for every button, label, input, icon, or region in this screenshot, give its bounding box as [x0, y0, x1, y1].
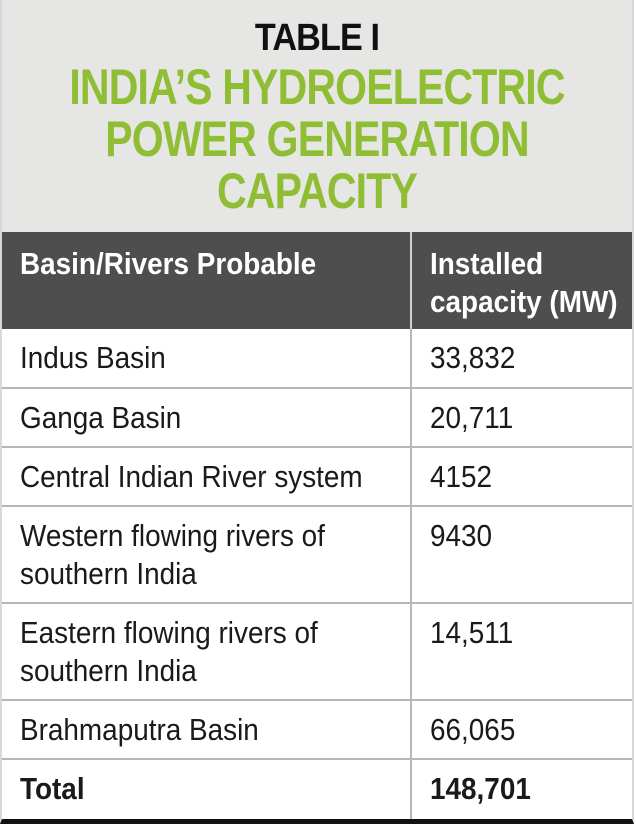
basin-cell-text: Central Indian River system — [20, 459, 363, 494]
capacity-cell-text: 33,832 — [430, 340, 516, 375]
table-row: Eastern flowing rivers of southern India… — [2, 603, 632, 701]
basin-cell: Eastern flowing rivers of southern India — [2, 603, 411, 701]
basin-cell-text: southern India — [20, 556, 197, 591]
capacity-column-header: Installed capacity (MW) — [410, 232, 632, 329]
table-number: TABLE I — [254, 17, 380, 59]
table-row: Ganga Basin 20,711 — [2, 388, 632, 448]
capacity-table: Basin/Rivers Probable Installed capacity… — [2, 232, 632, 819]
basin-cell-text: Indus Basin — [20, 340, 166, 375]
capacity-cell: 20,711 — [410, 388, 632, 448]
table-row: Western flowing rivers of southern India… — [2, 506, 632, 604]
capacity-cell: 14,511 — [410, 603, 632, 701]
capacity-cell: 66,065 — [410, 700, 632, 760]
basin-cell-text: Western flowing rivers of — [20, 518, 325, 553]
basin-cell: Brahmaputra Basin — [2, 700, 411, 760]
basin-cell: Indus Basin — [2, 329, 411, 389]
basin-cell-text: southern India — [20, 653, 197, 688]
table-title-line: CAPACITY — [217, 163, 418, 219]
table-row: Central Indian River system 4152 — [2, 447, 632, 507]
total-row: Total 148,701 — [2, 759, 632, 819]
basin-cell-text: Eastern flowing rivers of — [20, 615, 318, 650]
basin-header-label: Basin/Rivers Probable — [20, 246, 317, 281]
capacity-header-line: Installed — [430, 246, 544, 281]
basin-cell: Central Indian River system — [2, 447, 411, 507]
total-label: Total — [20, 771, 85, 806]
capacity-cell-text: 14,511 — [430, 615, 514, 650]
table-title-line: INDIA’S HYDROELECTRIC — [69, 59, 565, 115]
capacity-cell: 9430 — [410, 506, 632, 604]
basin-cell-text: Ganga Basin — [20, 400, 182, 435]
table-row: Indus Basin 33,832 — [2, 329, 632, 389]
capacity-cell-text: 4152 — [430, 459, 493, 494]
total-label-cell: Total — [2, 759, 411, 819]
capacity-cell: 4152 — [410, 447, 632, 507]
capacity-cell-text: 66,065 — [430, 712, 516, 747]
capacity-cell-text: 9430 — [430, 518, 493, 553]
total-value: 148,701 — [430, 771, 531, 806]
total-value-cell: 148,701 — [410, 759, 632, 819]
basin-cell: Ganga Basin — [2, 388, 411, 448]
table-row: Brahmaputra Basin 66,065 — [2, 700, 632, 760]
table-title-line: POWER GENERATION — [105, 111, 529, 167]
table-title: INDIA’S HYDROELECTRIC POWER GENERATION C… — [59, 61, 576, 217]
basin-cell-text: Brahmaputra Basin — [20, 712, 259, 747]
title-box: TABLE I INDIA’S HYDROELECTRIC POWER GENE… — [2, 0, 632, 232]
basin-column-header: Basin/Rivers Probable — [2, 232, 411, 329]
capacity-header-line: capacity (MW) — [430, 284, 618, 319]
capacity-cell: 33,832 — [410, 329, 632, 389]
header-row: Basin/Rivers Probable Installed capacity… — [2, 232, 632, 329]
capacity-cell-text: 20,711 — [430, 400, 514, 435]
basin-cell: Western flowing rivers of southern India — [2, 506, 411, 604]
